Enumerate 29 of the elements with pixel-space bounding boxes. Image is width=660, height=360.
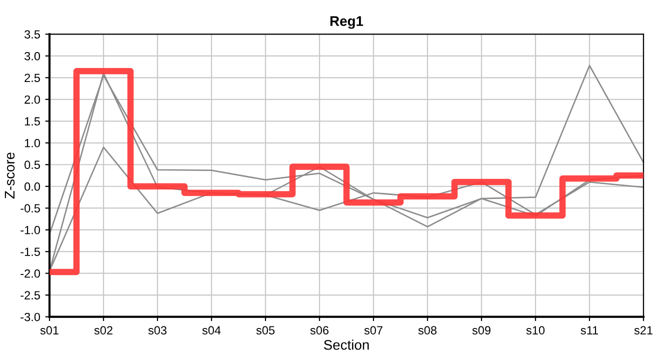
y-tick-label: -2.5 — [20, 291, 40, 300]
y-tick-label: 2.5 — [24, 74, 40, 82]
y-tick-label: -2.0 — [20, 269, 40, 278]
x-axis-title: Section — [324, 340, 369, 350]
x-tick-label: s02 — [94, 326, 112, 334]
y-tick-label: 0.5 — [24, 160, 40, 170]
y-tick-label: -3.0 — [20, 312, 40, 322]
y-tick-label: 3.5 — [24, 30, 40, 39]
chart-title: Reg1 — [330, 16, 364, 29]
x-tick-label: s01 — [40, 326, 58, 334]
x-tick-label: s05 — [256, 326, 275, 334]
x-tick-label: s04 — [202, 326, 221, 334]
y-tick-label: 0.0 — [24, 182, 40, 191]
x-tick-label: s06 — [310, 326, 328, 334]
y-tick-label: 3.0 — [24, 52, 40, 60]
y-tick-label: 1.5 — [24, 117, 40, 126]
y-axis-title: Z-score — [4, 152, 15, 199]
x-tick-label: s21 — [634, 326, 652, 334]
y-tick-label: -1.0 — [20, 226, 40, 234]
x-tick-label: s07 — [364, 326, 382, 334]
x-tick-label: s09 — [472, 326, 490, 334]
y-tick-label: -0.5 — [20, 204, 40, 212]
x-tick-label: s10 — [526, 326, 545, 334]
y-tick-label: 1.0 — [24, 138, 40, 148]
x-tick-label: s08 — [418, 326, 437, 334]
x-tick-label: s03 — [148, 326, 166, 334]
y-tick-label: -1.5 — [20, 248, 40, 256]
x-tick-label: s11 — [580, 326, 598, 334]
y-tick-label: 2.0 — [24, 95, 40, 104]
